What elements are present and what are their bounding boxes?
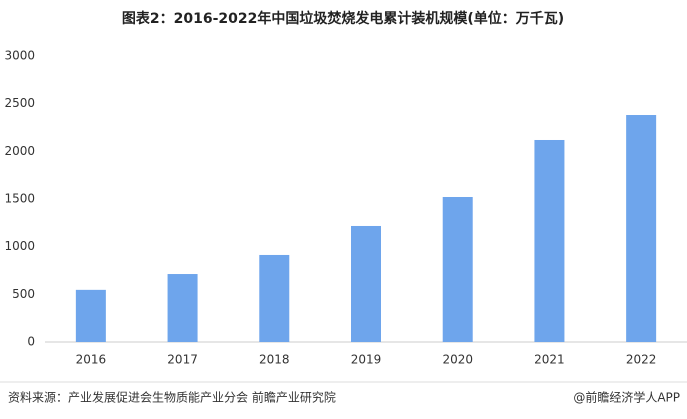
x-tick-label: 2016 [76,353,107,367]
y-tick-label: 3000 [4,49,35,63]
bar [442,196,473,342]
x-tick-label: 2022 [626,353,657,367]
x-tick-label: 2018 [259,353,290,367]
x-tick-label: 2020 [442,353,473,367]
bar [75,289,106,342]
x-tick-label: 2017 [167,353,198,367]
chart-title: 图表2：2016-2022年中国垃圾焚烧发电累计装机规模(单位：万千瓦) [122,10,564,27]
bar [534,139,565,342]
bar [351,225,381,342]
y-tick-label: 2500 [4,96,35,110]
bar [167,274,198,342]
bar [259,254,290,342]
y-tick-label: 2000 [4,144,35,158]
x-tick-label: 2019 [351,353,382,367]
x-tick-label: 2021 [534,353,565,367]
y-tick-label: 1500 [4,192,35,206]
y-tick-label: 0 [27,335,35,349]
y-tick-label: 1000 [4,239,35,253]
bar [626,115,657,343]
source-note: 资料来源：产业发展促进会生物质能产业分会 前瞻产业研究院 [8,390,336,405]
brand-note: @前瞻经济学人APP [573,390,680,405]
y-tick-label: 500 [12,287,35,301]
